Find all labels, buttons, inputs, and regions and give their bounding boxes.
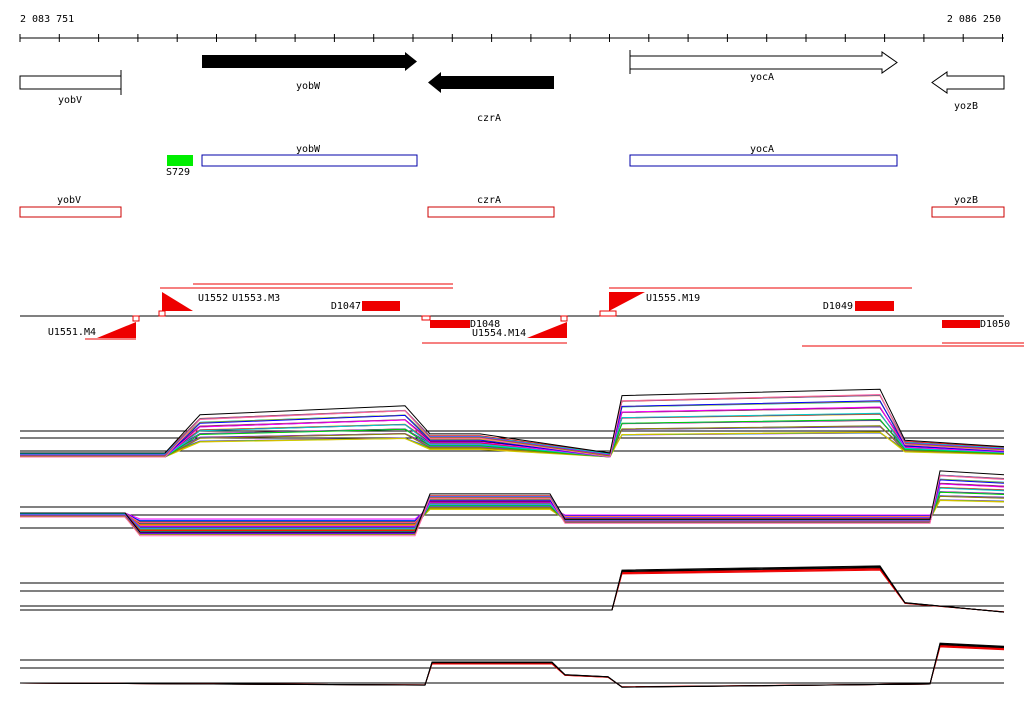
feature-label: yozB bbox=[954, 195, 978, 206]
gene-label: yozB bbox=[954, 101, 978, 112]
expression-profile bbox=[20, 400, 1005, 458]
annotation bbox=[629, 154, 898, 167]
ruler-end: 2 086 250 bbox=[947, 14, 1001, 25]
probe-label: D1050 bbox=[980, 319, 1010, 330]
gene bbox=[202, 52, 417, 71]
expression-profile bbox=[20, 418, 1005, 458]
expression-profile bbox=[19, 645, 1005, 688]
annotation-label: yobW bbox=[296, 144, 321, 155]
gene-label: czrA bbox=[477, 113, 501, 124]
ruler-start: 2 083 751 bbox=[20, 14, 74, 25]
annotations: S729 yobW yocA bbox=[166, 144, 898, 178]
expression-profile bbox=[20, 406, 1005, 458]
expression-profile bbox=[19, 642, 1005, 688]
annotation-label: S729 bbox=[166, 167, 190, 178]
gene bbox=[19, 75, 122, 90]
probe-label: U1553.M3 bbox=[232, 293, 280, 304]
expression-profile bbox=[19, 644, 1005, 688]
probe-label: D1049 bbox=[823, 301, 853, 312]
probe-label: D1048 bbox=[470, 319, 500, 330]
expression-profile bbox=[19, 646, 1005, 688]
expression-profile bbox=[20, 425, 1005, 458]
expression-profile bbox=[20, 566, 1005, 613]
gene bbox=[428, 72, 554, 93]
probe-label: U1551.M4 bbox=[48, 327, 96, 338]
probe-label: U1552 bbox=[198, 293, 228, 304]
expression-profile bbox=[19, 643, 1005, 688]
expression-profile bbox=[19, 644, 1005, 688]
expression-profile bbox=[20, 565, 1005, 613]
expression-tracks bbox=[19, 388, 1005, 688]
annotation-label: yocA bbox=[750, 144, 774, 155]
expression-profile bbox=[20, 431, 1005, 458]
annotation bbox=[167, 155, 193, 166]
features: yobV czrA yozB bbox=[19, 195, 1005, 218]
probe-label: U1555.M19 bbox=[646, 293, 700, 304]
feature bbox=[427, 206, 555, 218]
annotation bbox=[201, 154, 418, 167]
gene bbox=[629, 51, 898, 74]
feature-label: czrA bbox=[477, 195, 501, 206]
expression-profile bbox=[20, 393, 1005, 458]
feature bbox=[19, 206, 122, 218]
gene-label: yobV bbox=[58, 95, 82, 106]
expression-profile bbox=[20, 388, 1005, 454]
probe-label: D1047 bbox=[331, 301, 361, 312]
expression-profile bbox=[20, 567, 1005, 613]
probe-label: U1554.M14 bbox=[472, 328, 526, 339]
feature bbox=[931, 206, 1005, 218]
gene-label: yocA bbox=[750, 72, 774, 83]
gene bbox=[931, 71, 1005, 94]
expression-profile bbox=[20, 470, 1005, 533]
expression-profile bbox=[20, 412, 1005, 458]
probes: U1552 U1553.M3 D1047 U1555.M19 D1049 U15… bbox=[20, 283, 1024, 347]
gene-label: yobW bbox=[296, 81, 321, 92]
ruler: 2 083 751 2 086 250 bbox=[19, 14, 1004, 42]
feature-label: yobV bbox=[57, 195, 81, 206]
expression-profile bbox=[20, 475, 1005, 537]
expression-profile bbox=[20, 567, 1005, 613]
genes: yobV yobW czrA yocA yozB bbox=[19, 50, 1005, 124]
